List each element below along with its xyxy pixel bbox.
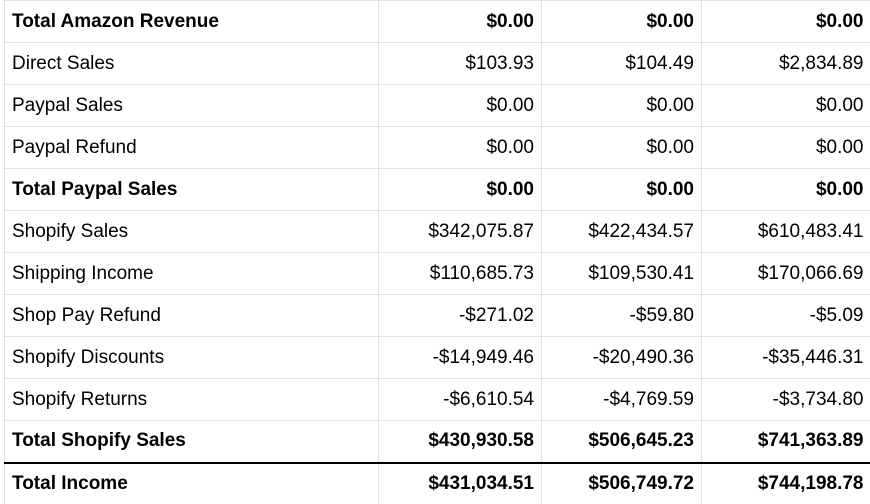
- value-cell-3[interactable]: -$35,446.31: [701, 336, 870, 379]
- value-cell-1[interactable]: $0.00: [378, 84, 542, 127]
- table-row: Paypal Sales $0.00 $0.00 $0.00: [4, 84, 870, 127]
- row-label-cell[interactable]: Shopify Sales: [4, 210, 379, 253]
- value-cell-1[interactable]: -$271.02: [378, 294, 542, 337]
- value-cell-2[interactable]: $422,434.57: [541, 210, 702, 253]
- row-label-cell[interactable]: Total Income: [4, 462, 379, 504]
- row-label-cell[interactable]: Paypal Refund: [4, 126, 379, 169]
- value-cell-1[interactable]: $342,075.87: [378, 210, 542, 253]
- table-row: Shop Pay Refund -$271.02 -$59.80 -$5.09: [4, 294, 870, 337]
- table-row: Direct Sales $103.93 $104.49 $2,834.89: [4, 42, 870, 85]
- row-label-cell[interactable]: Total Shopify Sales: [4, 420, 379, 464]
- table-row: Shopify Sales $342,075.87 $422,434.57 $6…: [4, 210, 870, 253]
- row-label-cell[interactable]: Total Paypal Sales: [4, 168, 379, 211]
- value-cell-2[interactable]: $0.00: [541, 0, 702, 43]
- value-cell-3[interactable]: $0.00: [701, 0, 870, 43]
- table-row: Total Amazon Revenue $0.00 $0.00 $0.00: [4, 0, 870, 43]
- row-label-cell[interactable]: Total Amazon Revenue: [4, 0, 379, 43]
- value-cell-3[interactable]: $0.00: [701, 126, 870, 169]
- value-cell-1[interactable]: $430,930.58: [378, 420, 542, 464]
- table-row: Total Shopify Sales $430,930.58 $506,645…: [4, 420, 870, 464]
- value-cell-2[interactable]: $109,530.41: [541, 252, 702, 295]
- row-label-cell[interactable]: Direct Sales: [4, 42, 379, 85]
- value-cell-1[interactable]: $0.00: [378, 126, 542, 169]
- table-body: Total Amazon Revenue $0.00 $0.00 $0.00 D…: [4, 0, 870, 504]
- value-cell-1[interactable]: $0.00: [378, 0, 542, 43]
- row-label-cell[interactable]: Shipping Income: [4, 252, 379, 295]
- value-cell-2[interactable]: -$59.80: [541, 294, 702, 337]
- value-cell-1[interactable]: -$6,610.54: [378, 378, 542, 421]
- table-row: Shipping Income $110,685.73 $109,530.41 …: [4, 252, 870, 295]
- value-cell-2[interactable]: $0.00: [541, 126, 702, 169]
- value-cell-3[interactable]: $170,066.69: [701, 252, 870, 295]
- row-label-cell[interactable]: Shopify Returns: [4, 378, 379, 421]
- row-label-cell[interactable]: Shop Pay Refund: [4, 294, 379, 337]
- value-cell-2[interactable]: $0.00: [541, 84, 702, 127]
- value-cell-3[interactable]: -$3,734.80: [701, 378, 870, 421]
- value-cell-2[interactable]: $506,645.23: [541, 420, 702, 464]
- value-cell-3[interactable]: $0.00: [701, 168, 870, 211]
- value-cell-3[interactable]: $2,834.89: [701, 42, 870, 85]
- value-cell-2[interactable]: $506,749.72: [541, 462, 702, 504]
- value-cell-3[interactable]: $0.00: [701, 84, 870, 127]
- value-cell-1[interactable]: -$14,949.46: [378, 336, 542, 379]
- table-row: Shopify Discounts -$14,949.46 -$20,490.3…: [4, 336, 870, 379]
- income-summary-table: Total Amazon Revenue $0.00 $0.00 $0.00 D…: [4, 0, 870, 504]
- value-cell-2[interactable]: $104.49: [541, 42, 702, 85]
- table-row: Paypal Refund $0.00 $0.00 $0.00: [4, 126, 870, 169]
- value-cell-3[interactable]: -$5.09: [701, 294, 870, 337]
- table-row: Total Paypal Sales $0.00 $0.00 $0.00: [4, 168, 870, 211]
- row-label-cell[interactable]: Shopify Discounts: [4, 336, 379, 379]
- value-cell-1[interactable]: $0.00: [378, 168, 542, 211]
- table-row: Shopify Returns -$6,610.54 -$4,769.59 -$…: [4, 378, 870, 421]
- value-cell-1[interactable]: $431,034.51: [378, 462, 542, 504]
- value-cell-2[interactable]: $0.00: [541, 168, 702, 211]
- value-cell-3[interactable]: $610,483.41: [701, 210, 870, 253]
- value-cell-1[interactable]: $110,685.73: [378, 252, 542, 295]
- value-cell-3[interactable]: $741,363.89: [701, 420, 870, 464]
- value-cell-2[interactable]: -$20,490.36: [541, 336, 702, 379]
- value-cell-1[interactable]: $103.93: [378, 42, 542, 85]
- value-cell-3[interactable]: $744,198.78: [701, 462, 870, 504]
- row-label-cell[interactable]: Paypal Sales: [4, 84, 379, 127]
- table-row: Total Income $431,034.51 $506,749.72 $74…: [4, 462, 870, 504]
- value-cell-2[interactable]: -$4,769.59: [541, 378, 702, 421]
